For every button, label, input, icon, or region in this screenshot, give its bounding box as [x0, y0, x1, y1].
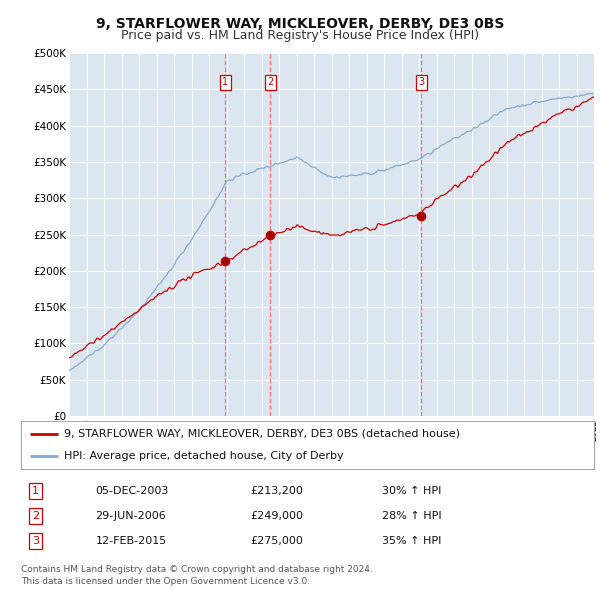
Text: 30% ↑ HPI: 30% ↑ HPI	[382, 486, 442, 496]
Text: HPI: Average price, detached house, City of Derby: HPI: Average price, detached house, City…	[64, 451, 344, 461]
Text: 3: 3	[418, 77, 424, 87]
Text: 2: 2	[32, 511, 39, 521]
Text: Price paid vs. HM Land Registry's House Price Index (HPI): Price paid vs. HM Land Registry's House …	[121, 30, 479, 42]
Text: 9, STARFLOWER WAY, MICKLEOVER, DERBY, DE3 0BS (detached house): 9, STARFLOWER WAY, MICKLEOVER, DERBY, DE…	[64, 429, 460, 439]
Text: 12-FEB-2015: 12-FEB-2015	[95, 536, 167, 546]
Text: Contains HM Land Registry data © Crown copyright and database right 2024.: Contains HM Land Registry data © Crown c…	[21, 565, 373, 574]
Text: £275,000: £275,000	[250, 536, 303, 546]
Text: 05-DEC-2003: 05-DEC-2003	[95, 486, 169, 496]
Text: This data is licensed under the Open Government Licence v3.0.: This data is licensed under the Open Gov…	[21, 577, 310, 586]
Text: 1: 1	[32, 486, 39, 496]
Text: 3: 3	[32, 536, 39, 546]
Text: 2: 2	[267, 77, 274, 87]
Text: 9, STARFLOWER WAY, MICKLEOVER, DERBY, DE3 0BS: 9, STARFLOWER WAY, MICKLEOVER, DERBY, DE…	[96, 17, 504, 31]
Text: 29-JUN-2006: 29-JUN-2006	[95, 511, 166, 521]
Text: £213,200: £213,200	[250, 486, 303, 496]
Text: £249,000: £249,000	[250, 511, 303, 521]
Text: 1: 1	[222, 77, 228, 87]
Text: 35% ↑ HPI: 35% ↑ HPI	[382, 536, 442, 546]
Text: 28% ↑ HPI: 28% ↑ HPI	[382, 511, 442, 521]
